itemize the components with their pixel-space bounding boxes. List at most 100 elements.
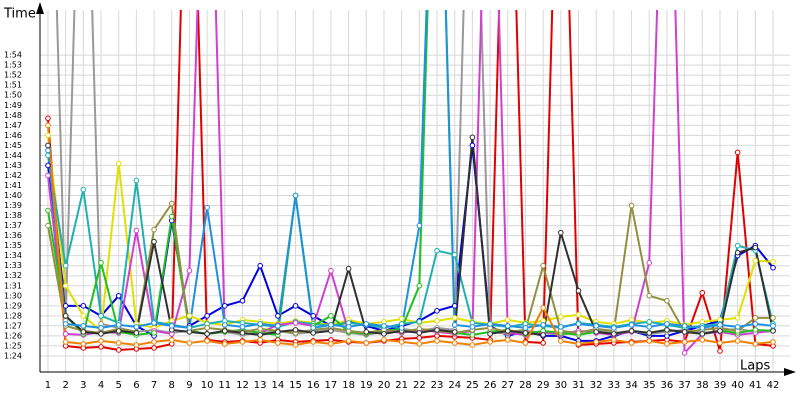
lap-point (115, 347, 122, 353)
lap-point (80, 323, 87, 329)
lap-point (345, 324, 352, 330)
lap-point (434, 318, 440, 324)
lap-point (416, 335, 423, 341)
lap-point (292, 342, 299, 348)
lap-point (540, 305, 546, 311)
lap-point (133, 177, 140, 184)
x-tick-label: 15 (289, 380, 302, 391)
x-tick-label: 31 (572, 380, 585, 391)
x-tick-label: 9 (186, 380, 192, 391)
lap-point (363, 340, 370, 346)
lap-point (469, 134, 476, 141)
x-tick-label: 7 (151, 380, 157, 391)
x-tick-label: 29 (537, 380, 550, 391)
lap-point (504, 337, 511, 343)
x-tick-label: 20 (378, 380, 391, 391)
lap-point (45, 115, 51, 122)
x-tick-label: 17 (325, 380, 338, 391)
lap-point (115, 160, 122, 167)
lap-point (522, 325, 529, 331)
series-line (46, 10, 774, 337)
series-line (46, 125, 774, 346)
lap-point (186, 325, 193, 331)
lap-point (186, 267, 193, 274)
lap-point (62, 331, 69, 337)
lap-point (734, 149, 741, 156)
lap-point (451, 340, 458, 346)
lap-point (628, 322, 635, 328)
x-tick-label: 12 (236, 380, 249, 391)
y-tick-label: 1:53 (4, 61, 22, 70)
y-tick-label: 1:34 (4, 251, 22, 260)
lap-point (646, 324, 653, 330)
lap-point (646, 259, 653, 266)
lap-point (469, 342, 476, 348)
lap-point (593, 323, 599, 329)
lap-point (257, 326, 263, 332)
lap-point (328, 322, 334, 328)
series-line (46, 10, 774, 330)
x-tick-label: 32 (590, 380, 603, 391)
x-tick-label: 24 (448, 380, 461, 391)
lap-point (558, 338, 564, 344)
lap-point (681, 350, 688, 356)
lap-point (717, 322, 723, 328)
lap-point (239, 324, 246, 330)
lap-point (310, 325, 317, 331)
lap-point (717, 328, 723, 334)
lap-point (257, 262, 263, 269)
lap-point (80, 186, 87, 193)
lap-point (469, 324, 476, 330)
lap-point (752, 321, 759, 327)
lap-point (98, 338, 104, 344)
lap-point (611, 337, 617, 343)
lap-point (734, 242, 741, 249)
lap-point (416, 341, 423, 347)
lap-point (681, 339, 688, 345)
lap-point (275, 340, 281, 346)
lap-point (717, 348, 723, 354)
series-line (46, 137, 775, 336)
lap-point (734, 324, 741, 330)
lap-point (540, 332, 546, 338)
lap-point (328, 313, 334, 319)
lap-point (752, 327, 759, 333)
lap-point (770, 328, 776, 334)
lap-point (646, 330, 653, 336)
lap-point (593, 329, 599, 335)
lap-point (310, 330, 317, 336)
lap-point (752, 244, 759, 251)
lap-point (328, 328, 334, 334)
lap-point (45, 222, 51, 229)
lap-point (204, 325, 210, 331)
lap-point (345, 265, 352, 272)
x-tick-label: 23 (431, 380, 444, 391)
series-line (46, 200, 774, 334)
lap-point (469, 142, 476, 149)
lap-point (381, 323, 387, 329)
lap-point (611, 331, 617, 337)
lap-point (204, 204, 210, 211)
lap-point (204, 313, 210, 319)
lap-point (115, 322, 122, 328)
y-tick-label: 1:44 (4, 151, 22, 160)
lap-point (151, 238, 157, 245)
x-tick-label: 5 (116, 380, 122, 391)
lap-point (770, 258, 776, 265)
lap-point (292, 192, 299, 199)
lap-point (222, 322, 228, 328)
x-tick-label: 40 (731, 380, 744, 391)
plot (45, 10, 776, 356)
y-arrow (36, 2, 44, 14)
x-tick-label: 2 (62, 380, 68, 391)
lap-point (45, 132, 51, 139)
lap-point (310, 339, 317, 345)
lap-point (257, 321, 263, 327)
lap-point (522, 330, 529, 336)
lap-point (98, 331, 104, 337)
x-tick-label: 35 (643, 380, 656, 391)
lap-point (416, 330, 423, 336)
lap-point (504, 323, 511, 329)
y-tick-label: 1:46 (4, 131, 22, 140)
y-tick-label: 1:38 (4, 211, 22, 220)
